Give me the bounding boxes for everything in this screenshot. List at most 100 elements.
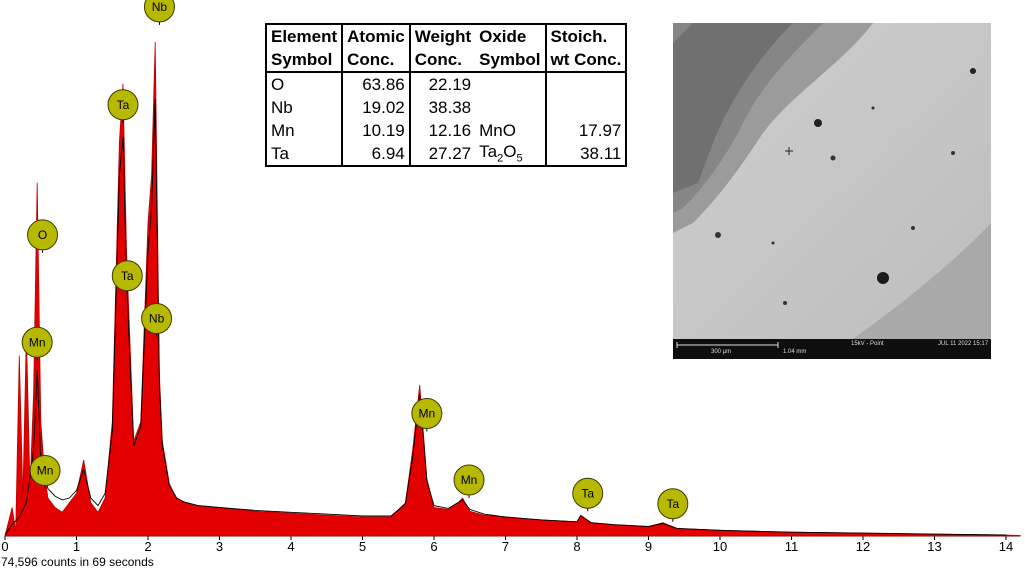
peak-label: Mn [21, 326, 53, 361]
cell-stoich: 38.11 [544, 142, 628, 166]
cell-atomic: 19.02 [341, 96, 411, 119]
cell-element: O [264, 72, 344, 96]
table-row: Ta 6.94 27.27 Ta2O5 38.11 [264, 142, 628, 166]
cell-weight: 22.19 [408, 72, 476, 96]
x-tick-label: 2 [144, 539, 151, 554]
peak-label-text: Nb [149, 312, 165, 326]
cell-weight: 12.16 [408, 119, 476, 142]
peak-label-text: Ta [581, 486, 594, 500]
composition-table: Element Atomic Weight Oxide Stoich. Symb… [264, 23, 628, 167]
cell-element: Ta [264, 142, 344, 166]
x-tick-label: 12 [856, 539, 870, 554]
sem-fov-label: 1.04 mm [783, 349, 807, 355]
cell-oxide: MnO [475, 119, 547, 142]
x-tick-label: 10 [713, 539, 727, 554]
cell-atomic: 63.86 [341, 72, 411, 96]
sem-scale-label: 300 µm [711, 349, 732, 355]
peak-label-marker [29, 455, 61, 486]
col-header-atomic: Atomic [341, 24, 411, 48]
peak-label-text: Mn [29, 335, 46, 349]
cell-oxide: Ta2O5 [475, 142, 547, 166]
peak-label-marker [657, 488, 689, 520]
peak-label-marker [107, 89, 139, 121]
sem-date-label: JUL 11 2022 15:17 [938, 341, 989, 347]
x-tick-label: 11 [785, 539, 799, 554]
peak-label-text: Mn [37, 464, 54, 478]
spectrum-series [4, 41, 1021, 537]
sem-image [673, 23, 991, 359]
col-header-atomic-sub: Conc. [341, 48, 411, 73]
x-tick-label: 3 [216, 539, 223, 554]
cell-weight: 27.27 [408, 142, 476, 166]
x-tick-label: 0 [1, 539, 8, 554]
x-tick-label: 1 [73, 539, 80, 554]
peak-label-text: Ta [117, 98, 130, 112]
peak-label-marker [141, 303, 173, 334]
table-row: O 63.86 22.19 [264, 72, 628, 96]
cell-stoich [544, 96, 628, 119]
peak-label-text: Ta [121, 269, 134, 283]
peak-label: O [27, 219, 59, 253]
peak-label: Ta [657, 488, 689, 522]
cell-atomic: 10.19 [341, 119, 411, 142]
oxide-formula-tail: O [503, 142, 517, 162]
peak-label: Ta [572, 477, 604, 512]
cell-oxide [475, 96, 547, 119]
peak-label-marker [143, 0, 175, 23]
peak-label-marker [21, 326, 53, 358]
peak-label-text: Mn [461, 473, 478, 487]
table-row: Mn 10.19 12.16 MnO 17.97 [264, 119, 628, 142]
table-row: Nb 19.02 38.38 [264, 96, 628, 119]
peak-label-marker [411, 398, 443, 429]
cell-atomic: 6.94 [341, 142, 411, 166]
col-header-stoich: Stoich. [544, 24, 628, 48]
peak-label-text: O [38, 228, 47, 242]
col-header-element: Element [264, 24, 344, 48]
cell-element: Nb [264, 96, 344, 119]
peak-label: Mn [411, 398, 443, 432]
x-tick-label: 5 [359, 539, 366, 554]
cell-weight: 38.38 [408, 96, 476, 119]
x-tick-label: 8 [573, 539, 580, 554]
peak-label: Mn [453, 464, 485, 498]
sem-mode-label: 15kV - Point [851, 341, 884, 347]
x-tick-label: 9 [645, 539, 652, 554]
col-header-stoich-sub: wt Conc. [544, 48, 628, 73]
peak-label-marker [453, 464, 485, 496]
peak-label-text: Ta [666, 497, 679, 511]
cell-oxide [475, 72, 547, 96]
spectrum-fit-line [4, 98, 1007, 536]
peak-label-marker [27, 219, 59, 251]
cell-stoich: 17.97 [544, 119, 628, 142]
cell-element: Mn [264, 119, 344, 142]
x-tick-label: 13 [927, 539, 941, 554]
peak-label-text: Nb [152, 0, 168, 14]
peak-label: Ta [111, 260, 143, 294]
table-header-row: Element Atomic Weight Oxide Stoich. [264, 24, 628, 48]
col-header-oxide: Oxide [475, 24, 547, 48]
oxide-formula-base: Ta [479, 142, 498, 162]
x-tick-label: 4 [287, 539, 294, 554]
cell-stoich [544, 72, 628, 96]
x-tick-label: 7 [502, 539, 509, 554]
acquisition-counts: 74,596 counts in 69 seconds [1, 555, 154, 569]
x-axis: 0 1 2 3 4 5 6 7 8 9 10 11 12 13 14 [1, 535, 1021, 554]
col-header-element-sub: Symbol [264, 48, 344, 73]
col-header-oxide-sub: Symbol [475, 48, 547, 73]
peak-label-marker [572, 477, 604, 509]
peak-label: Nb [141, 303, 173, 337]
col-header-weight-sub: Conc. [408, 48, 476, 73]
x-tick-label: 14 [999, 539, 1013, 554]
peak-label-marker [111, 260, 143, 292]
oxide-formula-sub: 2 [497, 152, 504, 165]
sem-micrograph: 300 µm 1.04 mm 15kV - Point JUL 11 2022 … [673, 23, 991, 359]
x-tick-label: 6 [430, 539, 437, 554]
col-header-weight: Weight [408, 24, 476, 48]
peak-label: Mn [29, 455, 61, 489]
table-header-row: Symbol Conc. Conc. Symbol wt Conc. [264, 48, 628, 73]
peak-label: Nb [143, 0, 175, 25]
peak-label: Ta [107, 89, 139, 123]
oxide-formula-sub2: 5 [516, 152, 523, 165]
